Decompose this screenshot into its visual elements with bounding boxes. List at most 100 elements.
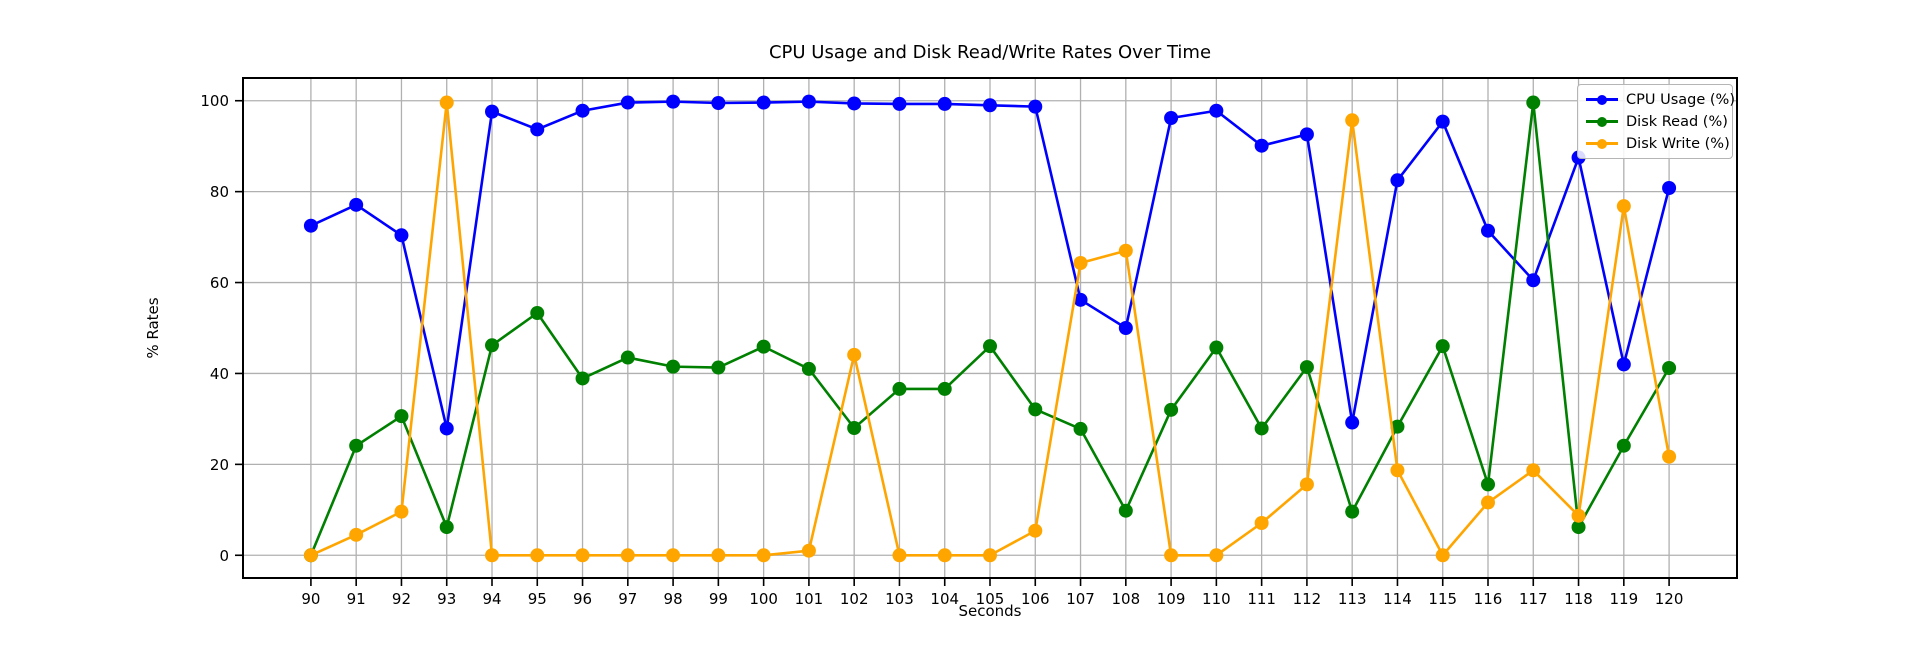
data-point-marker (394, 504, 409, 519)
data-point-marker (485, 338, 499, 353)
legend: CPU Usage (%) Disk Read (%) Disk Write (%) (1577, 84, 1735, 159)
data-point-marker (620, 350, 635, 365)
data-point-marker (1118, 243, 1133, 258)
data-point-marker (1526, 95, 1541, 110)
x-axis-label: Seconds (958, 602, 1021, 620)
data-point-marker (1526, 463, 1541, 478)
legend-marker-icon (1586, 137, 1618, 151)
data-point-marker (847, 347, 862, 362)
data-point-marker (892, 548, 907, 563)
x-tick-label: 119 (1609, 590, 1638, 608)
data-point-marker (1073, 292, 1088, 307)
data-point-marker (349, 438, 364, 453)
series-layer (303, 94, 1677, 563)
data-point-marker (303, 548, 318, 563)
data-point-marker (937, 381, 952, 396)
x-tick-label: 112 (1293, 590, 1322, 608)
data-point-marker (485, 548, 499, 563)
x-tick-label: 102 (840, 590, 869, 608)
data-point-marker (349, 527, 364, 542)
data-point-marker (1481, 495, 1495, 510)
x-tick-label: 117 (1519, 590, 1548, 608)
data-point-marker (1571, 520, 1586, 535)
data-point-marker (1345, 504, 1360, 519)
data-point-marker (1254, 138, 1269, 153)
x-tick-label: 92 (392, 590, 411, 608)
data-point-marker (1164, 111, 1179, 125)
data-point-marker (394, 409, 409, 424)
data-point-marker (1254, 421, 1269, 436)
data-point-marker (892, 96, 907, 111)
x-tick-label: 118 (1564, 590, 1593, 608)
data-point-marker (983, 339, 997, 354)
y-tick-label: 20 (210, 456, 229, 474)
y-tick-label: 40 (210, 365, 229, 383)
data-point-marker (394, 228, 409, 243)
data-point-marker (666, 94, 681, 109)
data-point-marker (1390, 173, 1405, 188)
x-tick-label: 90 (301, 590, 320, 608)
data-point-marker (1209, 340, 1224, 355)
data-point-marker (1345, 415, 1360, 430)
x-tick-label: 111 (1247, 590, 1276, 608)
data-point-marker (847, 421, 862, 435)
data-point-marker (756, 339, 771, 354)
x-tick-label: 91 (347, 590, 366, 608)
data-point-marker (711, 360, 726, 375)
x-tick-label: 104 (930, 590, 959, 608)
x-tick-label: 110 (1202, 590, 1231, 608)
data-point-marker (1345, 113, 1360, 128)
data-point-marker (439, 95, 454, 110)
data-point-marker (1662, 361, 1677, 375)
data-point-marker (439, 421, 454, 436)
x-tick-label: 101 (795, 590, 824, 608)
data-point-marker (711, 96, 726, 110)
data-point-marker (485, 104, 499, 119)
data-point-marker (1435, 548, 1450, 563)
data-point-marker (1073, 421, 1088, 436)
x-tick-label: 116 (1474, 590, 1503, 608)
x-tick-label: 103 (885, 590, 914, 608)
data-point-marker (847, 96, 862, 111)
data-point-marker (1390, 463, 1405, 478)
data-point-marker (1073, 256, 1088, 270)
data-point-marker (666, 359, 681, 374)
legend-marker-icon (1586, 93, 1618, 107)
x-tick-label: 105 (976, 590, 1005, 608)
data-point-marker (1164, 402, 1179, 417)
data-point-marker (1028, 402, 1043, 417)
data-point-marker (1028, 523, 1043, 538)
data-point-marker (1435, 114, 1450, 129)
data-point-marker (1118, 321, 1133, 335)
data-point-marker (801, 361, 816, 376)
x-tick-label: 99 (709, 590, 728, 608)
x-tick-label: 95 (528, 590, 547, 608)
x-tick-label: 114 (1383, 590, 1412, 608)
data-point-marker (1164, 548, 1179, 563)
x-tick-label: 94 (482, 590, 501, 608)
data-point-marker (937, 96, 952, 111)
data-point-marker (756, 95, 771, 110)
data-point-marker (620, 548, 635, 563)
data-point-marker (1028, 99, 1043, 114)
x-tick-label: 106 (1021, 590, 1050, 608)
data-point-marker (1526, 273, 1541, 288)
data-point-marker (1209, 103, 1224, 118)
legend-item: Disk Read (%) (1586, 112, 1728, 131)
legend-label: Disk Write (%) (1626, 135, 1730, 152)
y-tick-label: 0 (219, 547, 229, 565)
data-point-marker (1662, 181, 1677, 195)
data-point-marker (1481, 223, 1495, 238)
x-tick-label: 97 (618, 590, 637, 608)
data-point-marker (1254, 516, 1269, 530)
data-point-marker (530, 306, 545, 320)
data-point-marker (530, 122, 545, 137)
data-point-marker (801, 94, 816, 109)
data-point-marker (756, 548, 771, 563)
data-point-marker (575, 371, 590, 386)
data-point-marker (1435, 339, 1450, 354)
tick-layer: 90 91 92 93 94 95 96 97 98 99 100 101 102 103 104 105 10… (200, 92, 1683, 608)
y-tick-label: 100 (200, 92, 229, 110)
